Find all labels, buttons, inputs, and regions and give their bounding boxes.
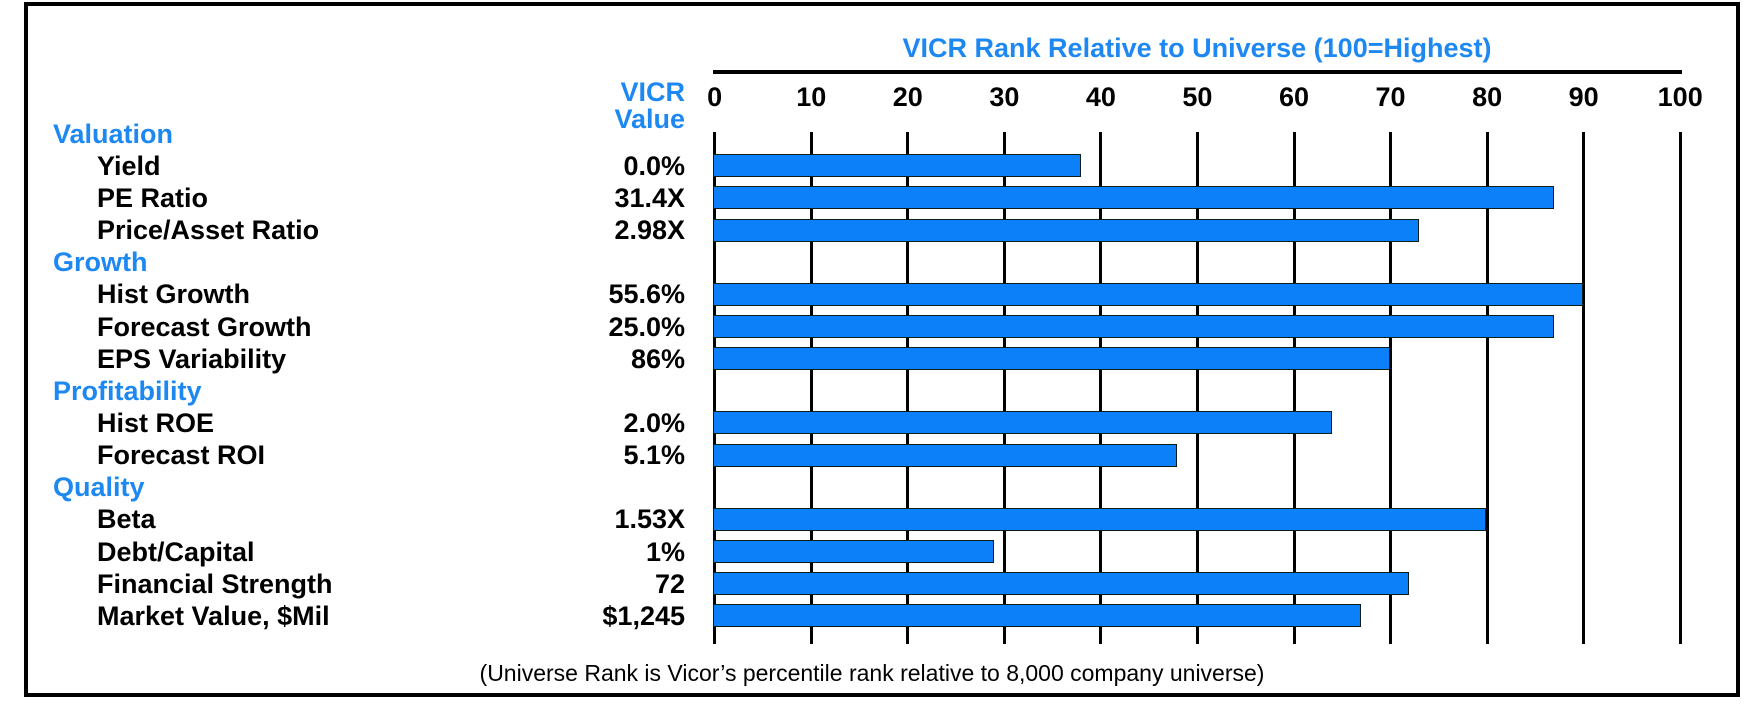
gridline-80 — [1485, 132, 1489, 644]
metric-label-financial-strength: Financial Strength — [97, 568, 333, 599]
metric-label-forecast-roi: Forecast ROI — [97, 440, 266, 471]
metric-label-beta: Beta — [97, 504, 156, 535]
vicr-value-column-header: VICR Value — [485, 79, 685, 133]
metric-label-market-value-mil: Market Value, $Mil — [97, 600, 330, 631]
chart-frame-border — [24, 2, 1740, 697]
rank-bar-forecast-growth — [713, 315, 1554, 338]
x-axis-line — [713, 70, 1682, 74]
vicr-value-beta: 1.53X — [614, 504, 685, 535]
metric-label-forecast-growth: Forecast Growth — [97, 311, 312, 342]
vicr-value-pe-ratio: 31.4X — [614, 182, 685, 213]
vicr-value-forecast-growth: 25.0% — [608, 311, 685, 342]
metric-label-hist-growth: Hist Growth — [97, 279, 250, 310]
metric-label-pe-ratio: PE Ratio — [97, 182, 209, 213]
gridline-60 — [1292, 132, 1296, 644]
vicr-value-column-header-line1: VICR — [620, 77, 685, 107]
category-label-growth: Growth — [53, 247, 148, 278]
metric-label-debt-capital: Debt/Capital — [97, 536, 255, 567]
rank-bar-price-asset-ratio — [713, 218, 1419, 242]
category-label-valuation: Valuation — [53, 118, 174, 149]
rank-bar-hist-roe — [713, 411, 1332, 435]
gridline-40 — [1099, 132, 1103, 644]
gridline-70 — [1389, 132, 1393, 644]
category-label-quality: Quality — [53, 472, 145, 503]
metric-label-eps-variability: EPS Variability — [97, 343, 287, 374]
gridline-10 — [809, 132, 813, 644]
category-label-profitability: Profitability — [53, 375, 202, 406]
chart-title: VICR Rank Relative to Universe (100=High… — [902, 33, 1492, 63]
rank-bar-forecast-roi — [713, 443, 1178, 467]
metric-label-hist-roe: Hist ROE — [97, 407, 215, 438]
vicr-value-hist-roe: 2.0% — [623, 407, 685, 438]
gridline-0 — [713, 132, 717, 644]
rank-bar-hist-growth — [713, 282, 1583, 306]
x-axis-tick-20: 20 — [892, 82, 923, 112]
rank-bar-eps-variability — [713, 347, 1390, 371]
x-axis-tick-60: 60 — [1278, 82, 1310, 112]
vicr-value-eps-variability: 86% — [630, 343, 685, 374]
gridline-50 — [1195, 132, 1199, 644]
x-axis-tick-30: 30 — [989, 82, 1020, 112]
metric-label-price-asset-ratio: Price/Asset Ratio — [97, 215, 320, 246]
rank-bar-market-value-mil — [713, 604, 1361, 628]
gridline-20 — [906, 132, 910, 644]
x-axis-tick-70: 70 — [1375, 82, 1406, 112]
rank-bar-beta — [713, 507, 1487, 531]
vicr-value-debt-capital: 1% — [645, 536, 685, 567]
gridline-90 — [1582, 132, 1586, 644]
vicr-value-hist-growth: 55.6% — [608, 279, 685, 310]
vicr-value-market-value-mil: $1,245 — [602, 600, 685, 631]
vicr-value-financial-strength: 72 — [654, 568, 685, 599]
footnote: (Universe Rank is Vicor’s percentile ran… — [479, 660, 1265, 686]
x-axis-tick-90: 90 — [1568, 82, 1599, 112]
metric-label-yield: Yield — [97, 150, 161, 181]
vicr-value-yield: 0.0% — [623, 150, 685, 181]
vicr-value-forecast-roi: 5.1% — [623, 440, 685, 471]
x-axis-tick-80: 80 — [1472, 82, 1503, 112]
x-axis-tick-50: 50 — [1182, 82, 1213, 112]
rank-bar-financial-strength — [713, 572, 1410, 596]
vicr-value-column-header-line2: Value — [614, 104, 685, 134]
x-axis-tick-10: 10 — [796, 82, 827, 112]
vicr-value-price-asset-ratio: 2.98X — [614, 215, 685, 246]
x-axis-tick-0: 0 — [707, 82, 723, 112]
x-axis-tick-40: 40 — [1085, 82, 1116, 112]
x-axis-tick-100: 100 — [1657, 82, 1703, 112]
rank-bar-debt-capital — [713, 540, 994, 564]
gridline-30 — [1002, 132, 1006, 644]
rank-bar-yield — [713, 154, 1081, 178]
gridline-100 — [1678, 132, 1682, 644]
rank-bar-pe-ratio — [713, 186, 1554, 210]
